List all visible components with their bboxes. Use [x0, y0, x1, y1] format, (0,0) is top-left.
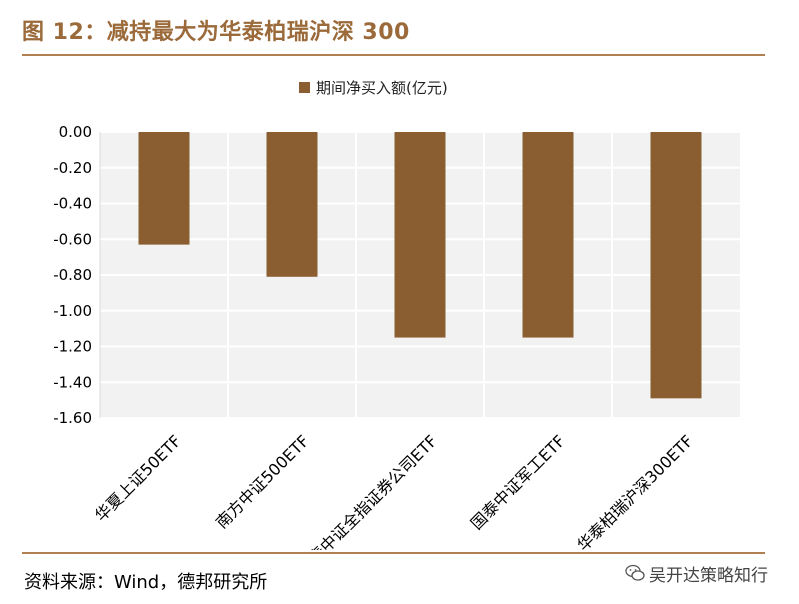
legend-label: 期间净买入额(亿元) [316, 79, 448, 97]
bar [522, 132, 574, 338]
title-rule [22, 54, 765, 56]
watermark-text: 吴开达策略知行 [649, 565, 768, 586]
y-tick-label: -1.00 [53, 302, 92, 320]
y-tick-label: -1.40 [53, 373, 92, 391]
bar [138, 132, 190, 245]
wechat-icon [625, 564, 645, 581]
legend: 期间净买入额(亿元) [299, 79, 448, 97]
bars [138, 132, 702, 399]
bar [394, 132, 446, 338]
source-note: 资料来源：Wind，德邦研究所 [24, 572, 268, 593]
bar [266, 132, 318, 277]
watermark: 吴开达策略知行 [625, 561, 768, 586]
bar [650, 132, 702, 399]
y-tick-label: -0.40 [53, 195, 92, 213]
footer-rule [22, 552, 765, 554]
y-axis-ticks: 0.00 -0.20 -0.40 -0.60 -0.80 -1.00 -1.20 -1.40 -… [53, 123, 92, 427]
y-tick-label: -0.20 [53, 159, 92, 177]
x-tick-label: 华夏上证50ETF [91, 431, 185, 525]
y-tick-label: -0.60 [53, 230, 92, 248]
x-tick-label: 华泰柏瑞沪深300ETF [573, 431, 696, 550]
x-tick-label: 南方中证500ETF [212, 431, 313, 532]
figure-title: 图 12：减持最大为华泰柏瑞沪深 300 [22, 20, 410, 45]
bar-chart: 期间净买入额(亿元) 0.00 -0.20 -0.40 -0.60 -0.80 -1.00… [53, 79, 740, 550]
x-tick-label: 国泰中证军工ETF [467, 431, 569, 533]
legend-swatch [299, 82, 310, 93]
y-tick-label: -0.80 [53, 266, 92, 284]
y-tick-label: -1.60 [53, 409, 92, 427]
x-tick-label: 国泰中证全指证券公司ETF [294, 431, 441, 550]
y-tick-label: -1.20 [53, 338, 92, 356]
y-tick-label: 0.00 [59, 123, 92, 141]
